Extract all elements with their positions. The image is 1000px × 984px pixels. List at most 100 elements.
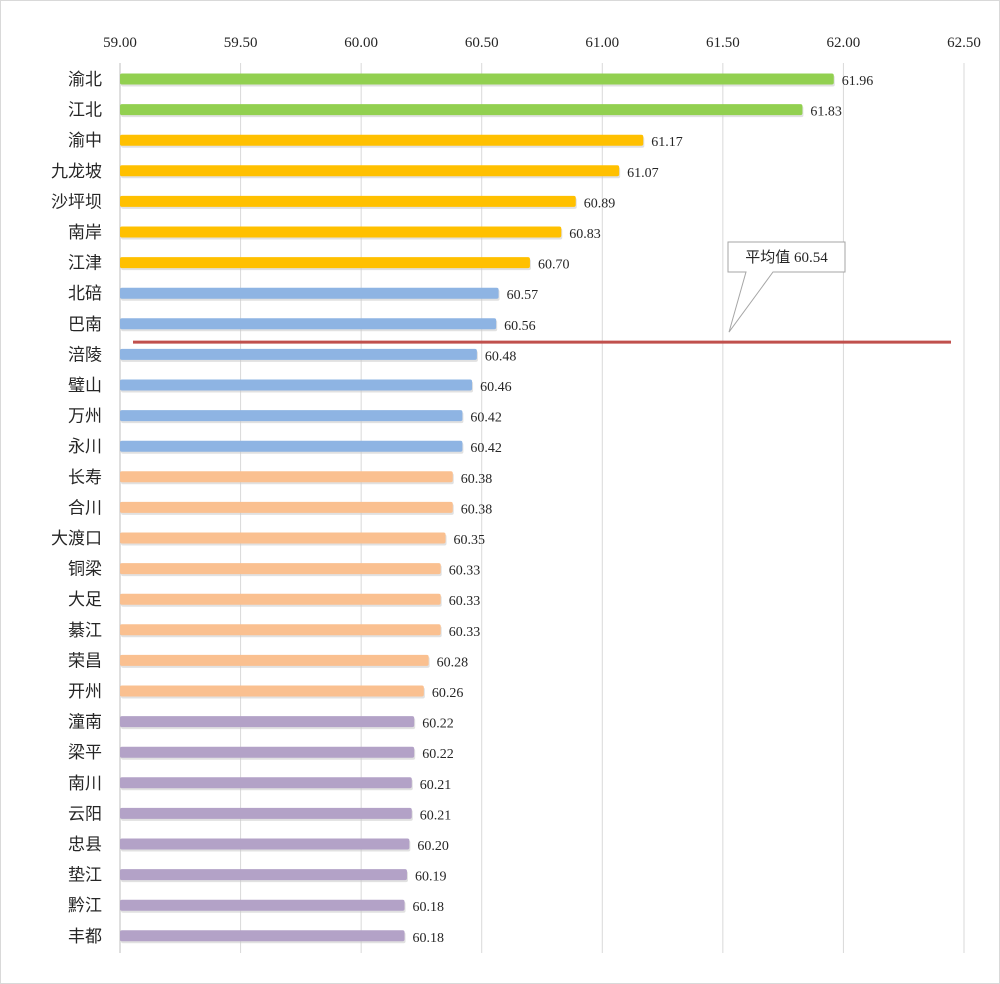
x-tick-label: 60.00: [344, 35, 378, 51]
value-label: 61.17: [651, 135, 683, 150]
x-tick-label: 59.00: [103, 35, 137, 51]
category-label: 丰都: [68, 927, 102, 946]
x-tick-label: 62.50: [947, 35, 981, 51]
category-label: 开州: [68, 682, 102, 701]
bar: [120, 807, 412, 819]
bars: [120, 73, 835, 944]
value-label: 60.18: [413, 900, 445, 915]
value-label: 60.46: [480, 380, 512, 395]
category-label: 荣昌: [68, 651, 102, 670]
bar: [120, 654, 429, 666]
bar: [120, 532, 446, 544]
category-label: 大足: [68, 590, 102, 609]
value-label: 60.19: [415, 870, 447, 885]
category-label: 沙坪坝: [51, 192, 102, 211]
average-callout-label: 平均值 60.54: [745, 249, 828, 266]
category-label: 云阳: [68, 804, 102, 823]
bar: [120, 869, 407, 881]
bar: [120, 899, 405, 911]
value-label: 60.26: [432, 686, 464, 701]
category-label: 忠县: [68, 835, 102, 854]
value-label: 60.57: [507, 288, 539, 303]
category-label: 巴南: [68, 315, 102, 334]
bar: [120, 440, 463, 452]
value-label: 60.48: [485, 349, 517, 364]
value-label: 60.42: [470, 411, 502, 426]
x-tick-label: 62.00: [827, 35, 861, 51]
value-label: 61.96: [842, 74, 874, 89]
value-label: 60.38: [461, 502, 493, 517]
category-label: 璧山: [68, 376, 102, 395]
value-label: 60.33: [449, 625, 481, 640]
bar: [120, 73, 834, 85]
value-label: 60.70: [538, 258, 570, 273]
bar: [120, 318, 497, 330]
value-labels: 61.96 61.83 61.17 61.07 60.89 60.83 60.70 60.57…: [413, 74, 874, 946]
x-tick-label: 59.50: [224, 35, 258, 51]
value-label: 60.28: [437, 655, 469, 670]
bar: [120, 838, 410, 850]
category-label: 梁平: [68, 743, 102, 762]
value-label: 60.35: [454, 533, 486, 548]
bar: [120, 930, 405, 942]
bar: [120, 471, 453, 483]
category-label: 铜梁: [68, 560, 102, 579]
category-label: 南川: [68, 774, 102, 793]
category-label: 垫江: [68, 866, 102, 885]
category-label: 九龙坡: [51, 162, 102, 181]
category-label: 南岸: [68, 223, 102, 242]
value-label: 60.42: [470, 441, 502, 456]
bar: [120, 379, 473, 391]
bar: [120, 746, 415, 758]
value-label: 60.20: [417, 839, 449, 854]
value-label: 60.89: [584, 196, 616, 211]
category-label: 渝北: [68, 70, 102, 89]
bar: [120, 563, 441, 575]
value-label: 61.07: [627, 166, 659, 181]
bar: [120, 348, 477, 360]
bar: [120, 685, 424, 697]
category-label: 黔江: [68, 896, 102, 915]
category-label: 江津: [68, 254, 102, 273]
value-label: 61.83: [810, 105, 842, 120]
bar: [120, 287, 499, 299]
value-label: 60.33: [449, 594, 481, 609]
bar: [120, 716, 415, 728]
bar: [120, 410, 463, 422]
bar: [120, 501, 453, 513]
x-axis-ticks: 59.00 59.50 60.00 60.50 61.00 61.50 62.00 62.50: [103, 35, 981, 51]
category-label: 渝中: [68, 131, 102, 150]
bar: [120, 226, 562, 238]
bar: [120, 195, 576, 207]
category-label: 涪陵: [68, 345, 102, 364]
bar: [120, 257, 530, 269]
value-label: 60.22: [422, 747, 454, 762]
category-label: 大渡口: [51, 529, 102, 548]
value-label: 60.18: [413, 931, 445, 946]
value-label: 60.83: [569, 227, 601, 242]
value-label: 60.56: [504, 319, 536, 334]
value-label: 60.22: [422, 717, 454, 732]
bar: [120, 134, 644, 146]
category-labels: 渝北江北渝中九龙坡沙坪坝南岸江津北碚巴南涪陵璧山万州永川长寿合川大渡口铜梁大足綦…: [51, 70, 102, 946]
category-label: 长寿: [68, 468, 102, 487]
bar: [120, 104, 803, 116]
value-label: 60.38: [461, 472, 493, 487]
value-label: 60.21: [420, 808, 452, 823]
value-label: 60.21: [420, 778, 452, 793]
x-tick-label: 61.50: [706, 35, 740, 51]
category-label: 永川: [68, 437, 102, 456]
category-label: 潼南: [68, 713, 102, 732]
value-label: 60.33: [449, 564, 481, 579]
category-label: 綦江: [68, 621, 102, 640]
category-label: 江北: [68, 101, 102, 120]
category-label: 北碚: [68, 284, 102, 303]
bar: [120, 624, 441, 636]
average-callout-box: [727, 241, 846, 333]
category-label: 万州: [68, 407, 102, 426]
bar: [120, 593, 441, 605]
average-marker: 平均值 60.54: [133, 241, 951, 344]
bar: [120, 165, 620, 177]
x-tick-label: 61.00: [585, 35, 619, 51]
